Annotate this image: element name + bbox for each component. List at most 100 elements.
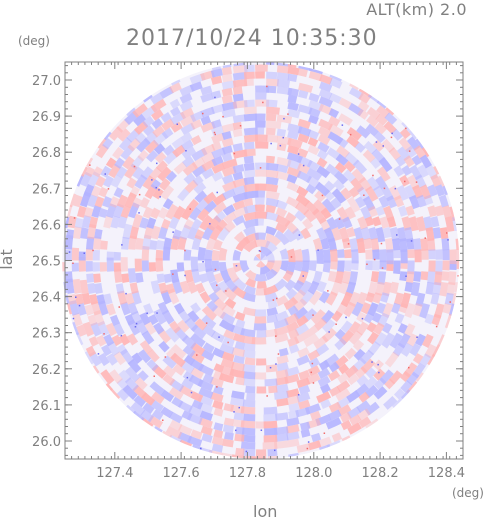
radar-cell	[231, 361, 245, 372]
radar-cell	[365, 123, 379, 137]
radar-cell	[149, 381, 166, 396]
radar-speckle	[449, 301, 451, 303]
radar-speckle	[259, 167, 262, 169]
radar-cell	[211, 155, 224, 167]
radar-cell	[211, 162, 225, 174]
radar-cell	[266, 134, 278, 143]
radar-cell	[344, 365, 359, 378]
radar-cell	[316, 391, 332, 404]
radar-cell	[337, 371, 350, 384]
radar-cell	[212, 400, 224, 410]
radar-cell	[399, 128, 411, 139]
radar-cell	[232, 192, 248, 203]
radar-cell	[456, 249, 460, 262]
radar-cell	[287, 73, 298, 82]
radar-speckle	[225, 290, 227, 292]
radar-cell	[198, 417, 213, 429]
radar-cell	[83, 184, 95, 198]
x-tick-label: 127.4	[96, 466, 133, 481]
radar-cell	[286, 417, 300, 427]
radar-cell	[317, 149, 329, 160]
radar-cell	[202, 373, 214, 384]
radar-cell	[363, 312, 375, 324]
radar-cell	[256, 358, 267, 366]
radar-cell	[297, 163, 310, 174]
radar-cell	[129, 282, 139, 294]
radar-cell	[148, 262, 157, 272]
radar-cell	[434, 184, 446, 197]
radar-cell	[393, 165, 405, 177]
radar-cell	[146, 217, 157, 229]
radar-cell	[340, 291, 353, 308]
radar-cell	[289, 344, 300, 354]
radar-cell	[294, 260, 303, 272]
radar-cell	[352, 159, 368, 175]
radar-cell	[165, 425, 183, 439]
radar-cell	[373, 322, 385, 335]
radar-cell	[155, 258, 164, 272]
radar-cell	[294, 323, 310, 336]
radar-cell	[96, 294, 106, 305]
radar-cell	[169, 98, 181, 109]
radar-speckle	[347, 243, 350, 245]
radar-cell	[64, 249, 72, 261]
radar-cell	[265, 240, 278, 253]
radar-cell	[293, 280, 305, 292]
radar-speckle	[184, 249, 186, 252]
radar-cell	[129, 226, 139, 240]
radar-speckle	[172, 231, 174, 233]
radar-cell	[356, 237, 366, 254]
radar-speckle	[258, 250, 261, 252]
radar-speckle	[335, 323, 337, 325]
radar-cell	[287, 130, 299, 140]
radar-cell	[131, 290, 142, 305]
radar-cell	[424, 343, 437, 359]
radar-cell	[169, 320, 181, 334]
radar-cell	[240, 406, 256, 415]
radar-cell	[232, 215, 246, 226]
radar-cell	[296, 185, 309, 198]
radar-cell	[218, 372, 235, 384]
radar-speckle	[83, 252, 85, 254]
radar-cell	[202, 342, 215, 354]
radar-cell	[72, 278, 82, 294]
radar-cell	[313, 335, 329, 350]
radar-cell	[199, 410, 213, 421]
radar-cell	[181, 139, 194, 151]
x-tick-label: 127.8	[229, 466, 266, 481]
radar-cell	[132, 166, 144, 180]
radar-cell	[365, 186, 379, 202]
radar-cell	[181, 410, 193, 421]
radar-cell	[232, 121, 242, 131]
radar-cell	[239, 260, 250, 273]
radar-cell	[287, 87, 299, 97]
radar-cell	[181, 146, 197, 160]
radar-cell	[400, 370, 411, 382]
radar-cell	[315, 248, 324, 264]
radar-speckle	[372, 174, 374, 177]
radar-cell	[337, 404, 352, 417]
radar-cell	[325, 417, 342, 430]
radar-cell	[113, 351, 126, 366]
radar-cell	[191, 157, 206, 170]
radar-cell	[265, 250, 275, 263]
radar-cell	[221, 158, 238, 170]
radar-cell	[431, 313, 442, 326]
radar-speckle	[274, 449, 276, 452]
radar-cell	[318, 118, 333, 131]
radar-cell	[344, 206, 356, 220]
radar-cell	[308, 70, 323, 82]
radar-cell	[109, 126, 124, 141]
radar-cell	[151, 118, 163, 130]
radar-speckle	[371, 361, 373, 363]
radar-cell	[255, 141, 269, 149]
radar-cell	[296, 170, 312, 183]
radar-cell	[117, 290, 128, 305]
radar-cell	[373, 368, 386, 381]
radar-cell	[165, 327, 180, 343]
radar-cell	[211, 260, 220, 273]
radar-cell	[276, 397, 289, 407]
radar-cell	[242, 448, 256, 457]
radar-cell	[219, 343, 235, 355]
radar-cell	[356, 321, 369, 336]
